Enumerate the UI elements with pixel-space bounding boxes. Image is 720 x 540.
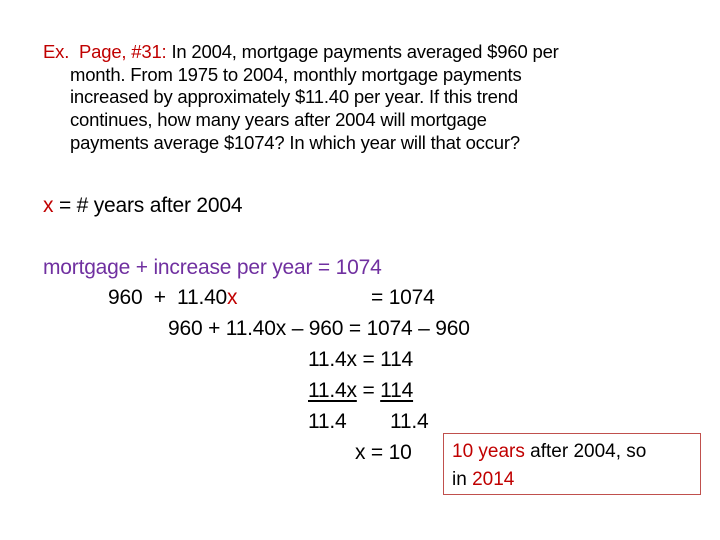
step-3: 11.4x = 114: [308, 348, 414, 371]
denominator-left: 11.4: [308, 410, 347, 433]
numerator-left: 11.4x: [308, 379, 357, 402]
answer-text-2: in: [452, 469, 473, 490]
variable: x: [43, 194, 54, 217]
variable-definition: x = # years after 2004: [43, 194, 243, 217]
denominator-right: 11.4: [390, 410, 429, 433]
problem-label: Ex. Page, #31:: [43, 41, 167, 62]
problem-text: In 2004, mortgage payments averaged $960…: [166, 41, 559, 62]
step-2: 960 + 11.40x – 960 = 1074 – 960: [168, 317, 470, 340]
result: x = 10: [355, 441, 412, 464]
definition-text: = # years after 2004: [53, 194, 243, 217]
step-4: 11.4x = 114: [308, 380, 413, 401]
answer-line-1: 10 years after 2004, so: [452, 442, 646, 461]
step-1-rhs: = 1074: [371, 286, 435, 309]
problem-line-3: increased by approximately $11.40 per ye…: [70, 86, 518, 107]
step-1-expr: 960 + 11.40: [108, 286, 228, 309]
problem-line-5: payments average $1074? In which year wi…: [70, 132, 520, 153]
problem-line-1: Ex. Page, #31: In 2004, mortgage payment…: [43, 41, 559, 62]
answer-text-1: after 2004, so: [524, 441, 647, 462]
step-1-var: x: [227, 286, 238, 309]
answer-highlight-years: 10 years: [452, 441, 525, 462]
step-1: 960 + 11.40x: [108, 286, 238, 309]
problem-line-2: month. From 1975 to 2004, monthly mortga…: [70, 64, 522, 85]
equals: =: [356, 379, 381, 402]
numerator-right: 114: [380, 379, 414, 402]
answer-box: 10 years after 2004, so in 2014: [443, 433, 701, 495]
answer-line-2: in 2014: [452, 470, 514, 489]
answer-highlight-year: 2014: [472, 469, 515, 490]
word-equation: mortgage + increase per year = 1074: [43, 256, 382, 279]
problem-line-4: continues, how many years after 2004 wil…: [70, 109, 487, 130]
